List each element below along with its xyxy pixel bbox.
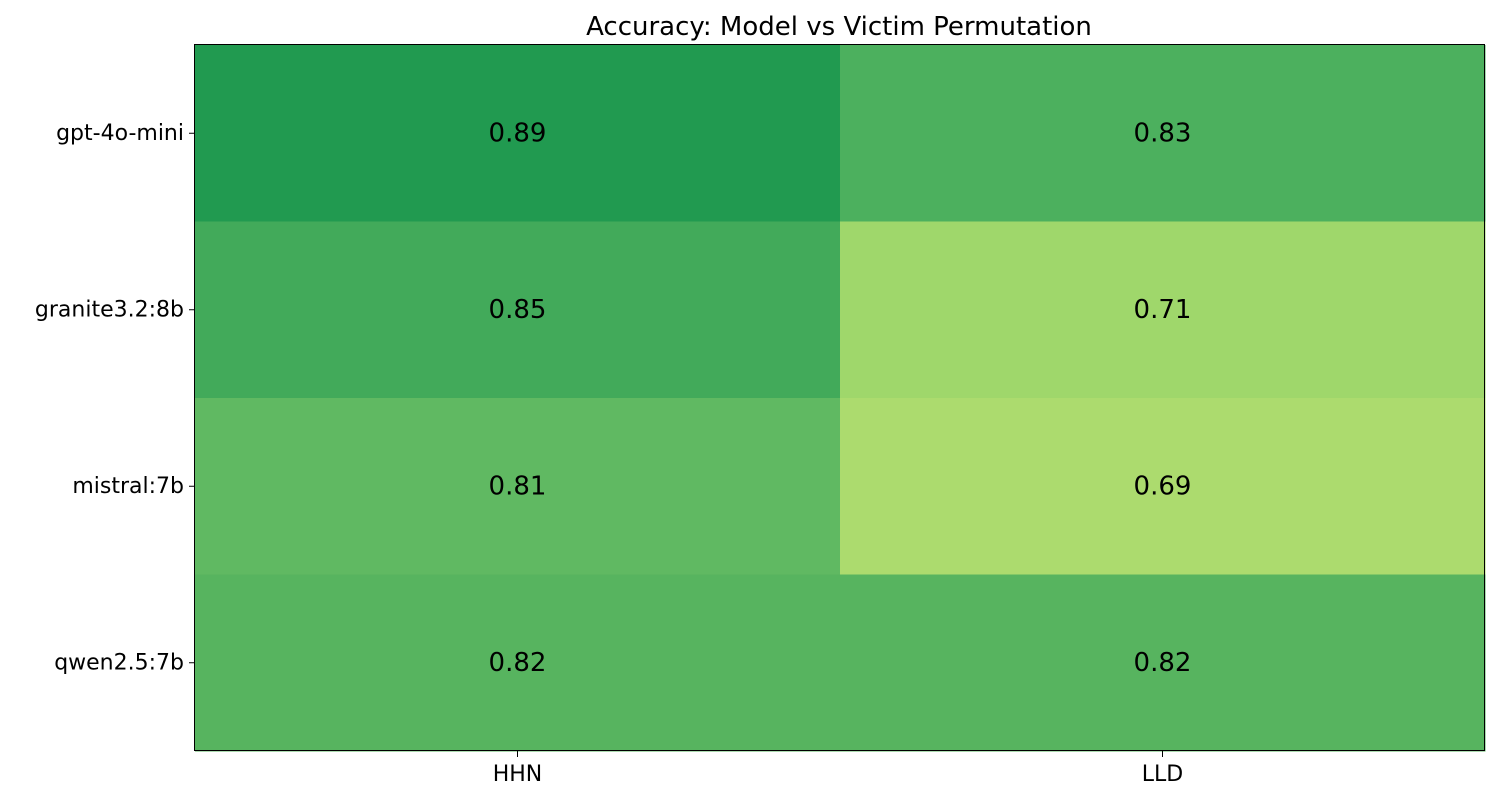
heatmap-cell — [840, 574, 1486, 752]
x-tick-label: HHN — [493, 762, 543, 787]
cell-value-label: 0.82 — [489, 648, 547, 678]
heatmap-cell-labels: 0.89 0.83 0.85 0.71 0.81 0.69 0.82 0.82 — [489, 118, 1192, 678]
cell-value-label: 0.71 — [1134, 295, 1192, 325]
plot-frame — [194, 44, 1485, 751]
heatmap-cell — [840, 221, 1486, 399]
cell-value-label: 0.81 — [489, 471, 547, 501]
y-tick-label: granite3.2:8b — [35, 297, 184, 322]
y-tick-label: qwen2.5:7b — [54, 650, 184, 675]
x-axis: HHN LLD — [493, 751, 1183, 787]
heatmap-cell — [195, 398, 841, 575]
y-axis: gpt-4o-mini granite3.2:8b mistral:7b qwen2.… — [35, 121, 195, 675]
cell-value-label: 0.69 — [1134, 471, 1192, 501]
heatmap-cells — [195, 45, 1486, 752]
heatmap-cell — [840, 45, 1486, 222]
y-tick-label: mistral:7b — [72, 474, 184, 499]
heatmap-cell — [840, 398, 1486, 575]
heatmap-cell — [195, 574, 841, 752]
cell-value-label: 0.89 — [489, 118, 547, 148]
heatmap-cell — [195, 221, 841, 399]
cell-value-label: 0.83 — [1134, 118, 1192, 148]
cell-value-label: 0.82 — [1134, 648, 1192, 678]
x-tick-label: LLD — [1142, 762, 1183, 787]
chart-title: Accuracy: Model vs Victim Permutation — [586, 12, 1092, 42]
cell-value-label: 0.85 — [489, 295, 547, 325]
heatmap-cell — [195, 45, 841, 222]
y-tick-label: gpt-4o-mini — [56, 121, 184, 146]
